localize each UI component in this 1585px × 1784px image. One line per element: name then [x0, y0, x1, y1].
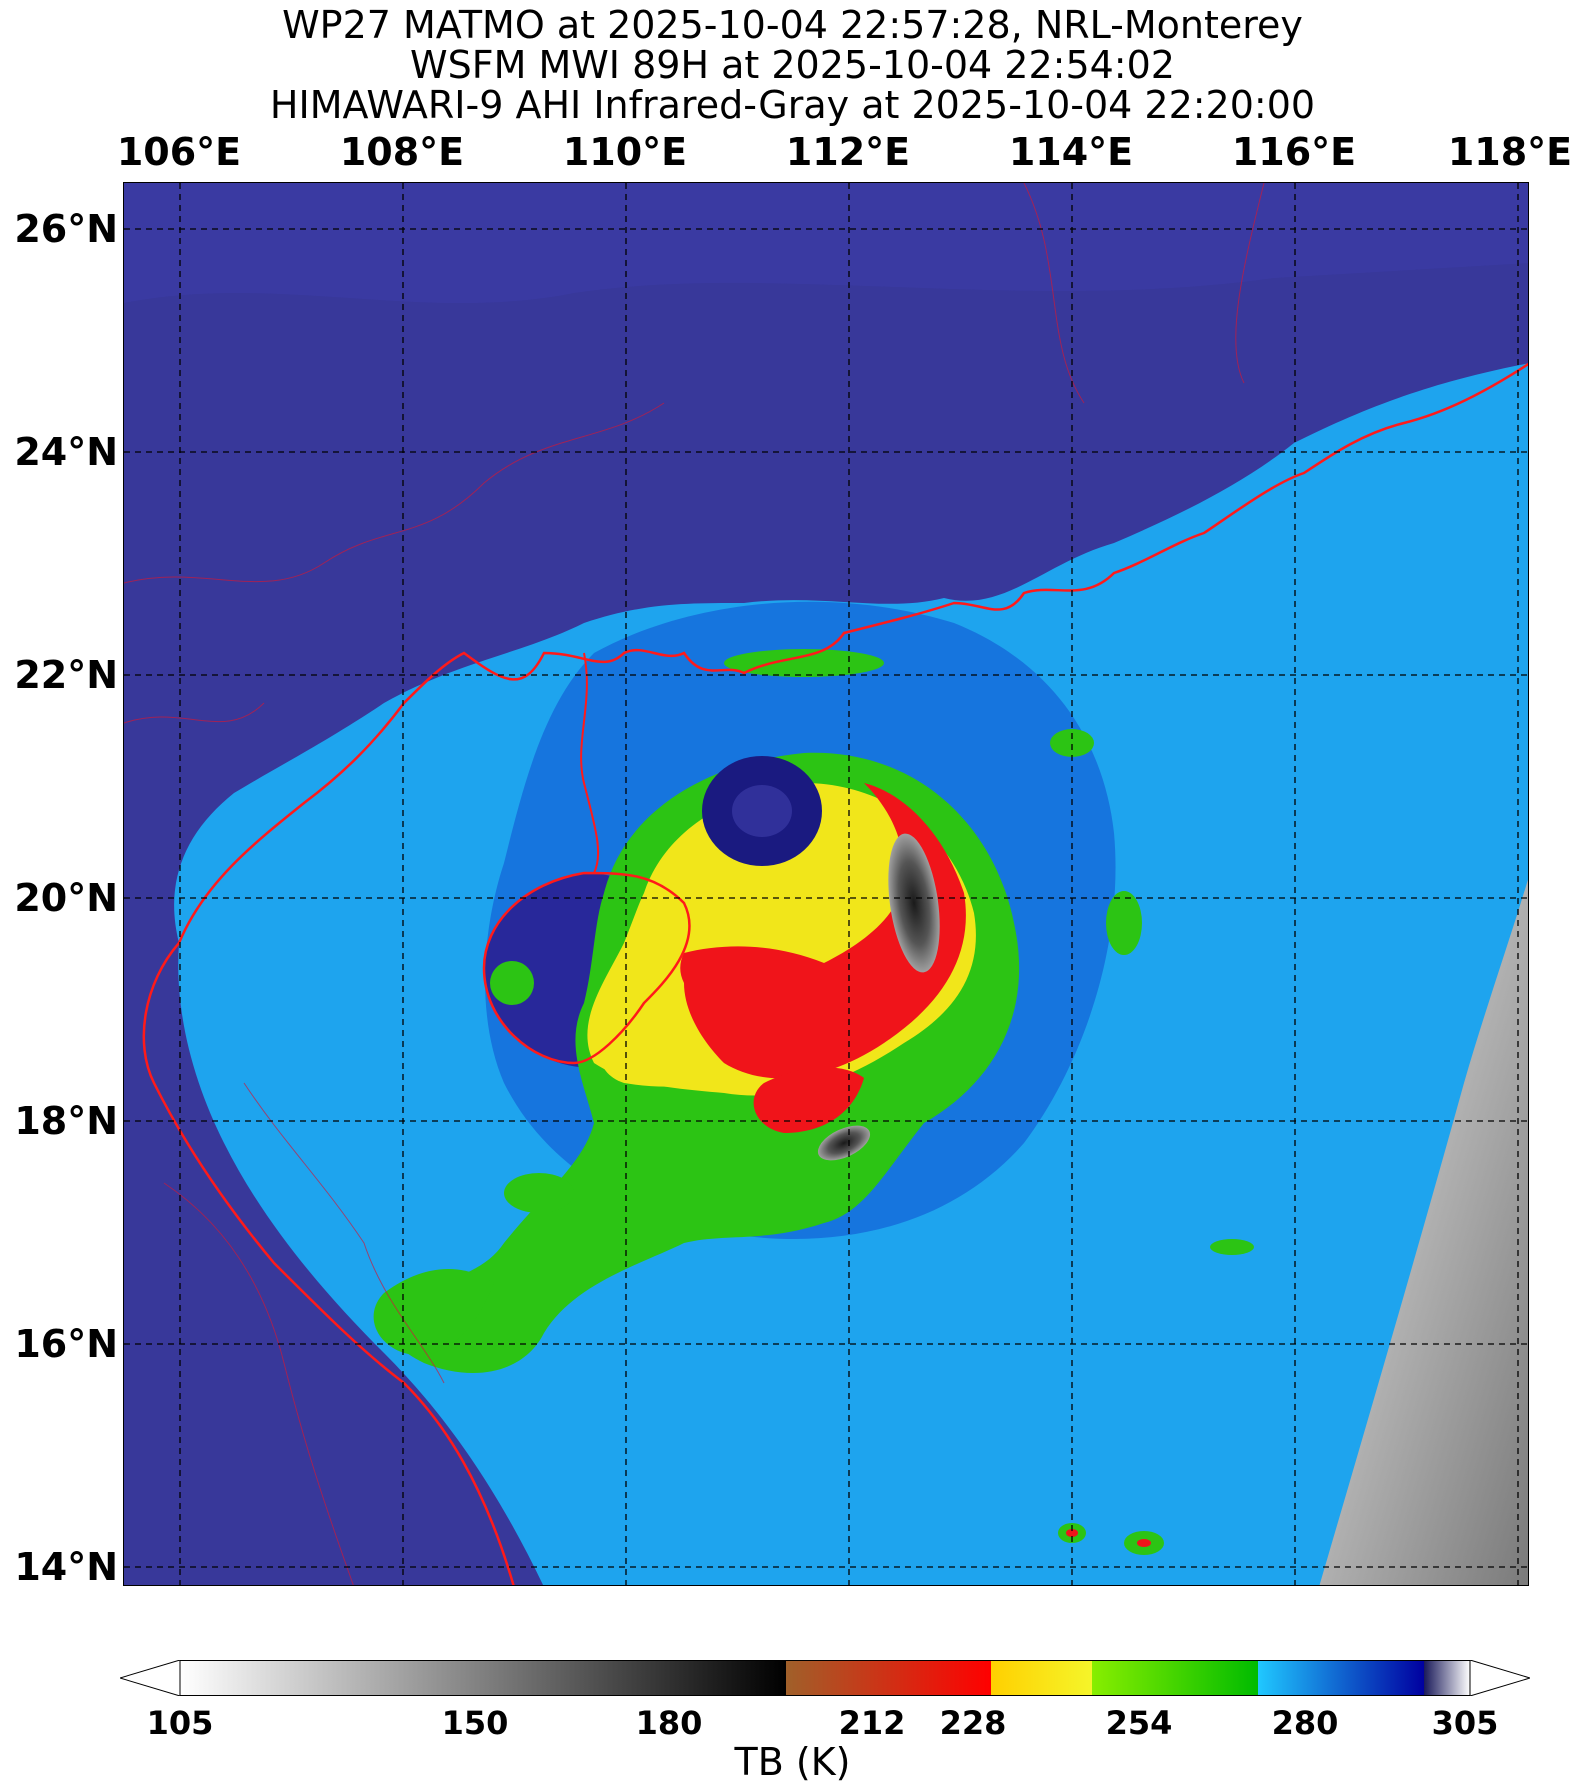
title-line-1: WP27 MATMO at 2025-10-04 22:57:28, NRL-M… [282, 3, 1303, 47]
lat-tick-14: 14°N [14, 1545, 118, 1589]
lon-tick-116: 116°E [1231, 130, 1357, 174]
colorbar-tick-105: 105 [146, 1704, 214, 1742]
lat-tick-20: 20°N [14, 876, 118, 920]
colorbar-segment-white [1424, 1660, 1470, 1696]
lon-tick-118: 118°E [1447, 130, 1573, 174]
lon-tick-106: 106°E [116, 130, 242, 174]
green-patch-north [724, 649, 884, 677]
colorbar-tick-228: 228 [939, 1704, 1007, 1742]
map-svg [124, 183, 1528, 1585]
lon-tick-114: 114°E [1008, 130, 1134, 174]
coastline-hainan [482, 871, 691, 1065]
colorbar-tick-254: 254 [1105, 1704, 1173, 1742]
colorbar-frame [179, 1660, 1471, 1696]
lon-tick-110: 110°E [562, 130, 688, 174]
lat-tick-16: 16°N [14, 1322, 118, 1366]
lon-tick-108: 108°E [339, 130, 465, 174]
coastline-vietnam [142, 942, 515, 1585]
lat-tick-26: 26°N [14, 207, 118, 251]
colorbar-segment-green [1092, 1660, 1258, 1696]
colorbar-segment-yellow [991, 1660, 1092, 1696]
colorbar-tick-212: 212 [838, 1704, 906, 1742]
title-line-3: HIMAWARI-9 AHI Infrared-Gray at 2025-10-… [269, 83, 1316, 127]
lat-lon-grid [124, 183, 1528, 1585]
cell-south-2-core [1137, 1539, 1151, 1547]
storm-eye-inner [732, 785, 792, 837]
lon-tick-112: 112°E [785, 130, 911, 174]
colorbar-tick-150: 150 [441, 1704, 509, 1742]
northern-land-texture [124, 183, 1528, 303]
colorbar-svg [118, 1659, 1532, 1697]
cell-south-1-core [1066, 1529, 1078, 1537]
red-eyewall [680, 783, 966, 1079]
colorbar-segment-blue [1258, 1660, 1424, 1696]
colorbar-segment-gray [180, 1660, 786, 1696]
border-lines [124, 183, 1265, 1585]
colorbar-tick-305: 305 [1431, 1704, 1499, 1742]
green-patch-west [504, 1173, 574, 1213]
colorbar-title: TB (K) [734, 1740, 851, 1784]
colorbar-tick-280: 280 [1271, 1704, 1339, 1742]
colorbar-extend-right [1469, 1659, 1532, 1697]
green-patch-south [373, 1269, 494, 1355]
colorbar [118, 1659, 1532, 1697]
deep-convection-1 [888, 833, 940, 973]
lat-tick-18: 18°N [14, 1099, 118, 1143]
green-cell-east2 [1106, 891, 1142, 955]
deep-convection-2 [817, 1125, 871, 1161]
coastline-china [177, 362, 1528, 944]
lat-tick-24: 24°N [14, 430, 118, 474]
colorbar-tick-180: 180 [635, 1704, 703, 1742]
colorbar-extend-left [118, 1659, 181, 1697]
green-cell-hainan [490, 961, 534, 1005]
green-cell-far-east [1210, 1239, 1254, 1255]
ir-gray-swath [1319, 879, 1528, 1585]
lat-tick-22: 22°N [14, 653, 118, 697]
green-cell-east [1050, 729, 1094, 757]
title-line-2: WSFM MWI 89H at 2025-10-04 22:54:02 [410, 43, 1175, 87]
colorbar-segment-red [786, 1660, 991, 1696]
satellite-map [123, 182, 1529, 1586]
red-cell-south [753, 1067, 864, 1133]
leizhou-peninsula [580, 652, 600, 874]
